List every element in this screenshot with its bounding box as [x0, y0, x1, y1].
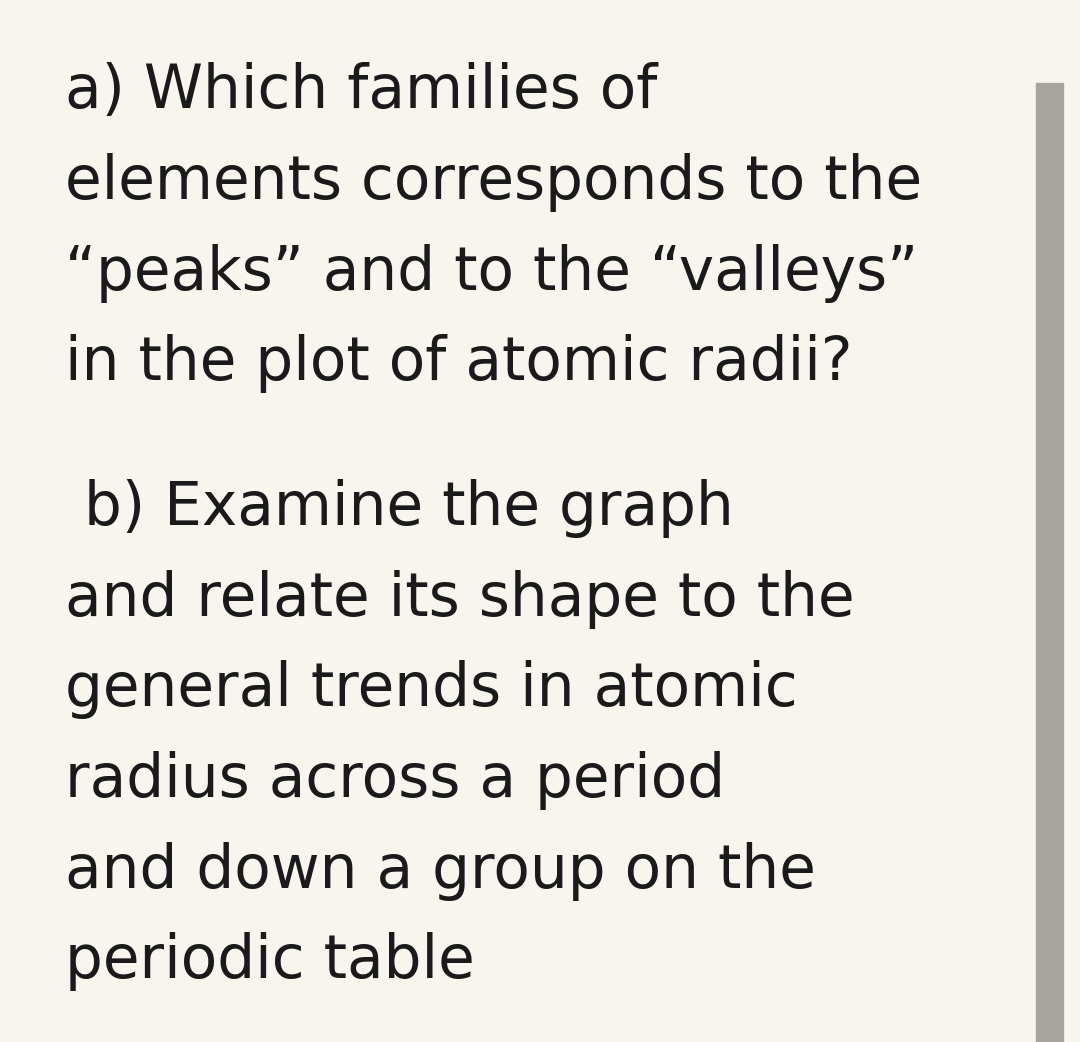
Text: radius across a period: radius across a period: [65, 751, 725, 810]
Text: and relate its shape to the: and relate its shape to the: [65, 570, 854, 628]
Text: periodic table: periodic table: [65, 933, 474, 991]
Text: b) Examine the graph: b) Examine the graph: [65, 479, 733, 538]
Text: and down a group on the: and down a group on the: [65, 842, 815, 900]
Text: “peaks” and to the “valleys”: “peaks” and to the “valleys”: [65, 244, 918, 302]
Text: a) Which families of: a) Which families of: [65, 63, 657, 121]
Bar: [1037, 83, 1063, 1042]
Text: in the plot of atomic radii?: in the plot of atomic radii?: [65, 334, 852, 393]
Text: general trends in atomic: general trends in atomic: [65, 661, 797, 719]
Text: elements corresponds to the: elements corresponds to the: [65, 153, 922, 212]
